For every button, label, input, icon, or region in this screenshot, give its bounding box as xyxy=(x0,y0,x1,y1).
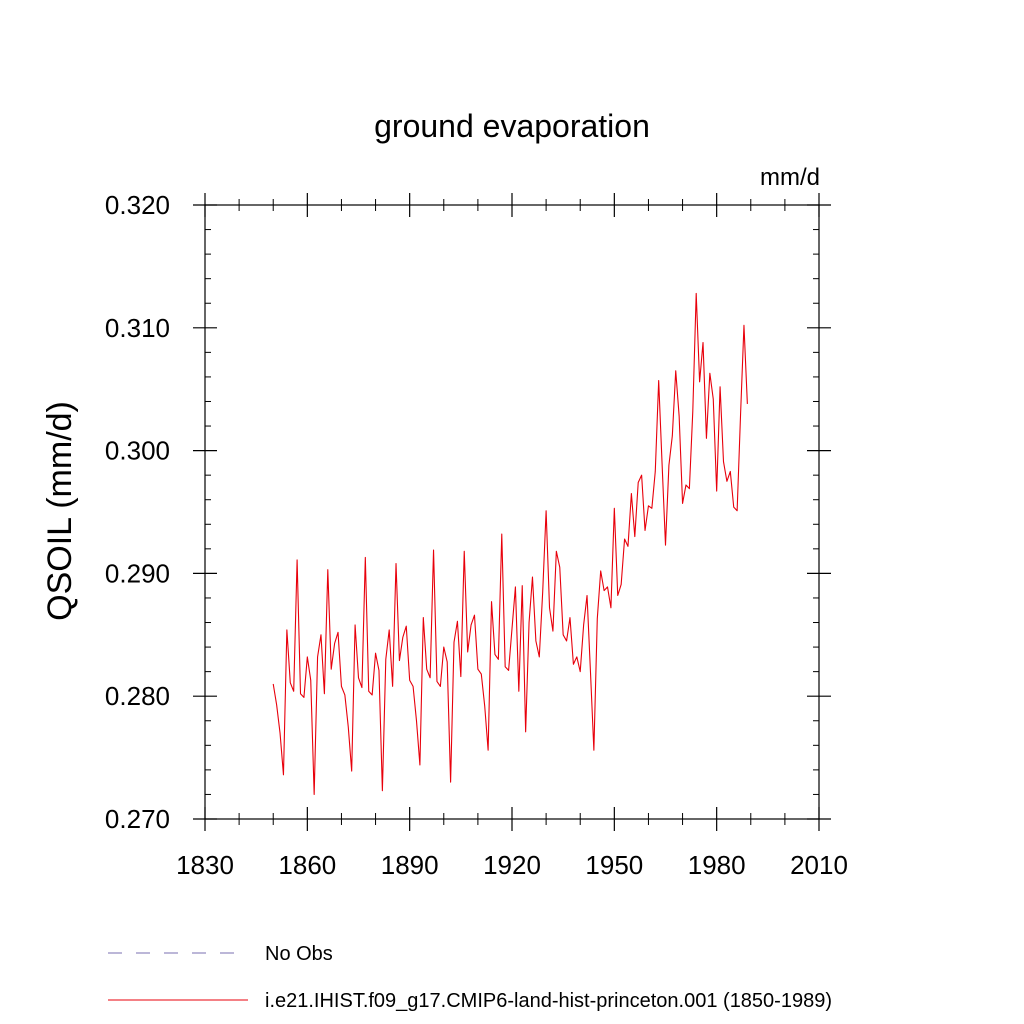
axis-ticks xyxy=(193,193,831,831)
legend-label-no-obs: No Obs xyxy=(265,943,333,965)
y-tick-label: 0.270 xyxy=(105,804,170,834)
plot-series xyxy=(272,292,748,795)
y-tick-label: 0.310 xyxy=(105,313,170,343)
plot-frame xyxy=(204,204,820,820)
x-tick-label: 1830 xyxy=(176,850,234,880)
y-tick-label: 0.300 xyxy=(105,436,170,466)
chart-title: ground evaporation xyxy=(374,108,650,144)
x-tick-label: 1890 xyxy=(381,850,439,880)
x-tick-label: 1950 xyxy=(585,850,643,880)
units-label: mm/d xyxy=(760,164,820,191)
y-tick-label: 0.320 xyxy=(105,190,170,220)
series-line-model xyxy=(272,292,748,795)
legend: No Obs i.e21.IHIST.f09_g17.CMIP6-land-hi… xyxy=(108,943,832,1012)
y-tick-label: 0.280 xyxy=(105,681,170,711)
x-tick-label: 2010 xyxy=(790,850,848,880)
legend-label-model: i.e21.IHIST.f09_g17.CMIP6-land-hist-prin… xyxy=(265,990,832,1012)
y-axis-label: QSOIL (mm/d) xyxy=(41,401,79,621)
x-tick-label: 1920 xyxy=(483,850,541,880)
tick-labels: 1830 1860 1890 1920 1950 1980 2010 0.270 0.280 0.… xyxy=(105,190,848,880)
y-tick-label: 0.290 xyxy=(105,558,170,588)
x-tick-label: 1980 xyxy=(688,850,746,880)
x-tick-label: 1860 xyxy=(278,850,336,880)
